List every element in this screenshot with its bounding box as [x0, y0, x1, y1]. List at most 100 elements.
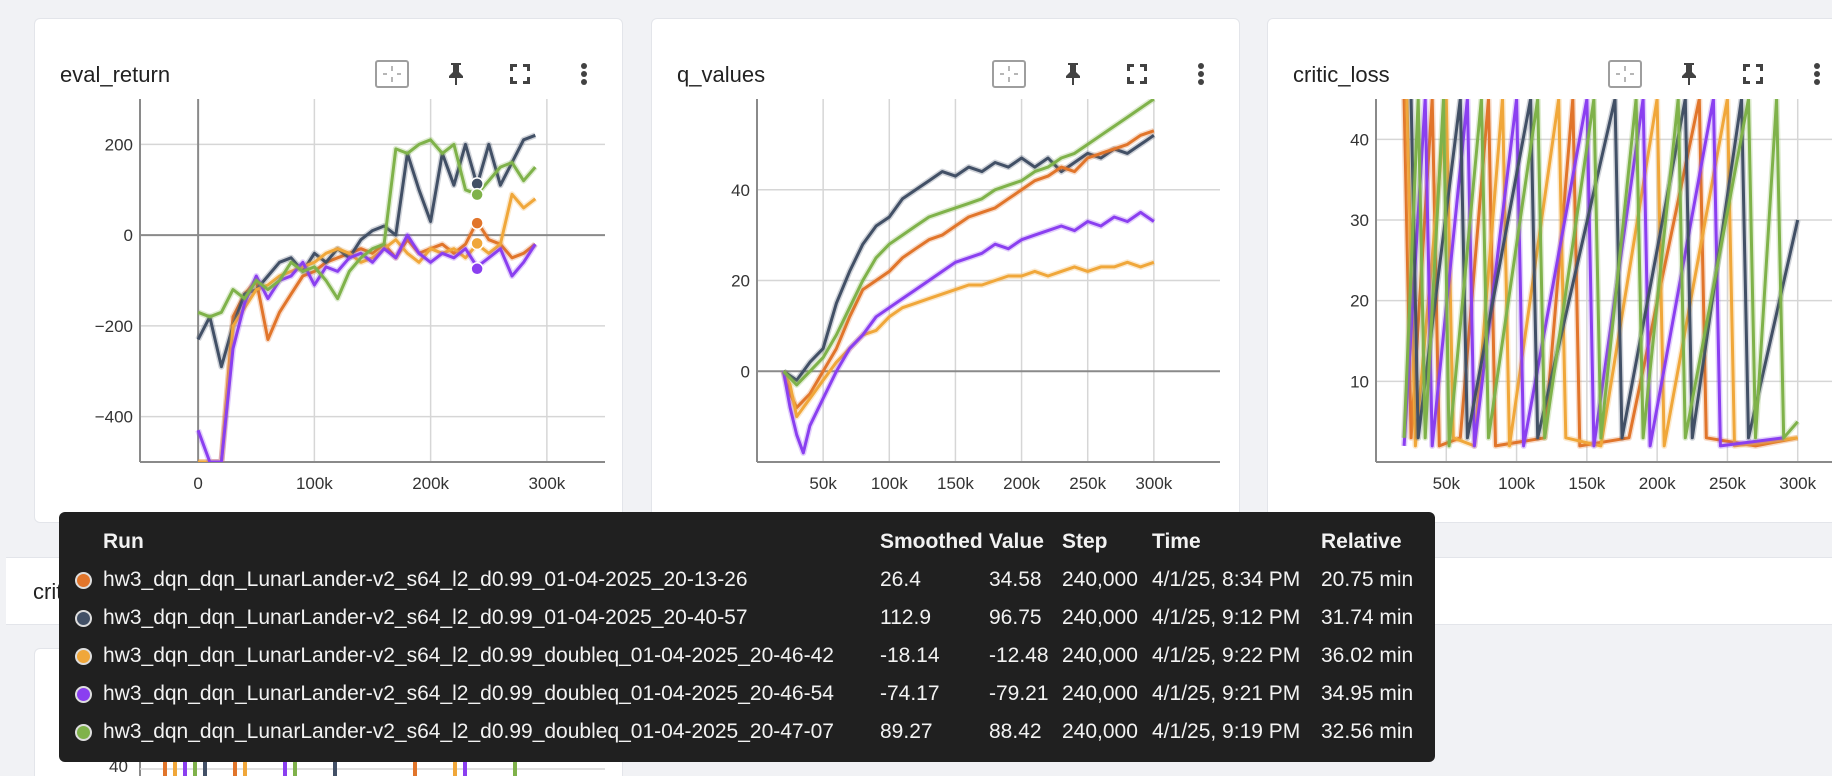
- hover-marker: [470, 236, 484, 251]
- critic-loss-plot: 50k 100k 150k 200k 250k 300k 40 30 20 10: [1350, 99, 1832, 493]
- series-line: [782, 129, 1155, 410]
- run-name: hw3_dqn_dqn_LunarLander-v2_s64_l2_d0.99_…: [103, 644, 834, 667]
- series-line: [782, 210, 1155, 455]
- series-line: [196, 233, 537, 462]
- y-tick-label: 0: [741, 362, 750, 381]
- relative-value: 32.56 min: [1321, 720, 1414, 743]
- y-tick-label: 40: [1350, 130, 1369, 149]
- run-name: hw3_dqn_dqn_LunarLander-v2_s64_l2_d0.99_…: [103, 606, 748, 629]
- step-value: 240,000: [1062, 720, 1138, 743]
- tooltip-row: hw3_dqn_dqn_LunarLander-v2_s64_l2_d0.99_…: [59, 677, 1435, 711]
- raw-value: 88.42: [989, 720, 1042, 743]
- run-color-dot: [75, 724, 92, 741]
- fullscreen-icon[interactable]: [1736, 59, 1770, 89]
- header-relative: Relative: [1321, 530, 1402, 553]
- card-toolbar: [1608, 59, 1832, 89]
- chart-card-critic-loss: critic_loss 50k 100k 150k 200k 250k 300k 40 30 2…: [1267, 18, 1832, 523]
- run-color-dot: [75, 610, 92, 627]
- more-vert-icon[interactable]: [1800, 59, 1832, 89]
- series-line: [782, 260, 1155, 419]
- header-value: Value: [989, 530, 1044, 553]
- pin-icon[interactable]: [1056, 59, 1090, 89]
- tooltip-row: hw3_dqn_dqn_LunarLander-v2_s64_l2_d0.99_…: [59, 563, 1435, 597]
- header-run: Run: [103, 530, 144, 553]
- x-tick-label: 200k: [1003, 474, 1040, 493]
- fullscreen-icon[interactable]: [1120, 59, 1154, 89]
- chart-card-q-values: q_values 50k 100k 150k 200k 250k 300k 40 20 0: [651, 18, 1240, 523]
- tooltip-header-row: Run Smoothed Value Step Time Relative: [59, 525, 1435, 559]
- pin-icon[interactable]: [439, 59, 473, 89]
- x-tick-label: 250k: [1709, 474, 1746, 493]
- relative-value: 31.74 min: [1321, 606, 1414, 629]
- run-name: hw3_dqn_dqn_LunarLander-v2_s64_l2_d0.99_…: [103, 720, 834, 743]
- series-line-shadow: [195, 232, 538, 462]
- eval-return-plot: 0 100k 200k 300k 200 0 −200 −400: [95, 99, 605, 493]
- series-line: [1402, 99, 1799, 448]
- x-tick-label: 300k: [1779, 474, 1816, 493]
- tooltip-row: hw3_dqn_dqn_LunarLander-v2_s64_l2_d0.99_…: [59, 601, 1435, 635]
- step-value: 240,000: [1062, 644, 1138, 667]
- x-tick-label: 100k: [296, 474, 333, 493]
- pin-icon[interactable]: [1672, 59, 1706, 89]
- x-tick-label: 50k: [1433, 474, 1461, 493]
- smoothed-value: -74.17: [880, 682, 940, 705]
- y-tick-label: −200: [95, 317, 133, 336]
- hover-marker: [470, 262, 484, 276]
- series-line: [782, 99, 1155, 387]
- smoothed-value: -18.14: [880, 644, 940, 667]
- header-time: Time: [1152, 530, 1201, 553]
- x-tick-label: 200k: [412, 474, 449, 493]
- x-tick-label: 250k: [1069, 474, 1106, 493]
- run-name: hw3_dqn_dqn_LunarLander-v2_s64_l2_d0.99_…: [103, 682, 834, 705]
- fit-domain-icon[interactable]: [1608, 59, 1642, 89]
- y-tick-label: −400: [95, 408, 133, 427]
- y-tick-label: 0: [124, 226, 133, 245]
- x-tick-label: 50k: [809, 474, 837, 493]
- chart-title: q_values: [677, 62, 766, 87]
- time-value: 4/1/25, 9:19 PM: [1152, 720, 1301, 743]
- run-color-dot: [75, 572, 92, 589]
- y-tick-label: 40: [731, 181, 750, 200]
- header-smoothed: Smoothed: [880, 530, 983, 553]
- hover-marker: [470, 216, 484, 230]
- x-tick-label: 150k: [937, 474, 974, 493]
- y-tick-label: 30: [1350, 211, 1369, 230]
- run-name: hw3_dqn_dqn_LunarLander-v2_s64_l2_d0.99_…: [103, 568, 748, 591]
- step-value: 240,000: [1062, 606, 1138, 629]
- time-value: 4/1/25, 8:34 PM: [1152, 568, 1301, 591]
- time-value: 4/1/25, 9:21 PM: [1152, 682, 1301, 705]
- smoothed-value: 89.27: [880, 720, 933, 743]
- series-line: [1405, 99, 1798, 448]
- chart-card-eval-return: eval_return 0 100k 200k 300k 200 0 −200 −400: [34, 18, 623, 523]
- y-tick-label: 20: [1350, 292, 1369, 311]
- more-vert-icon[interactable]: [1184, 59, 1218, 89]
- x-tick-label: 200k: [1639, 474, 1676, 493]
- x-tick-label: 300k: [528, 474, 565, 493]
- series-line: [1402, 99, 1784, 448]
- y-tick-label: 20: [731, 272, 750, 291]
- run-color-dot: [75, 648, 92, 665]
- raw-value: 34.58: [989, 568, 1042, 591]
- x-tick-label: 100k: [871, 474, 908, 493]
- run-color-dot: [75, 686, 92, 703]
- fit-domain-icon[interactable]: [992, 59, 1026, 89]
- step-value: 240,000: [1062, 682, 1138, 705]
- header-step: Step: [1062, 530, 1108, 553]
- raw-value: 96.75: [989, 606, 1042, 629]
- y-tick-label: 10: [1350, 372, 1369, 391]
- step-value: 240,000: [1062, 568, 1138, 591]
- card-toolbar: [992, 59, 1239, 89]
- x-tick-label: 100k: [1498, 474, 1535, 493]
- chart-title: critic_loss: [1293, 62, 1390, 87]
- fullscreen-icon[interactable]: [503, 59, 537, 89]
- raw-value: -12.48: [989, 644, 1049, 667]
- x-tick-label: 300k: [1135, 474, 1172, 493]
- smoothed-value: 26.4: [880, 568, 921, 591]
- series-group: [195, 132, 538, 462]
- smoothed-value: 112.9: [880, 606, 931, 629]
- tooltip-row: hw3_dqn_dqn_LunarLander-v2_s64_l2_d0.99_…: [59, 715, 1435, 749]
- series-group: [780, 99, 1156, 456]
- fit-domain-icon[interactable]: [375, 59, 409, 89]
- hover-marker: [470, 187, 484, 202]
- more-vert-icon[interactable]: [567, 59, 601, 89]
